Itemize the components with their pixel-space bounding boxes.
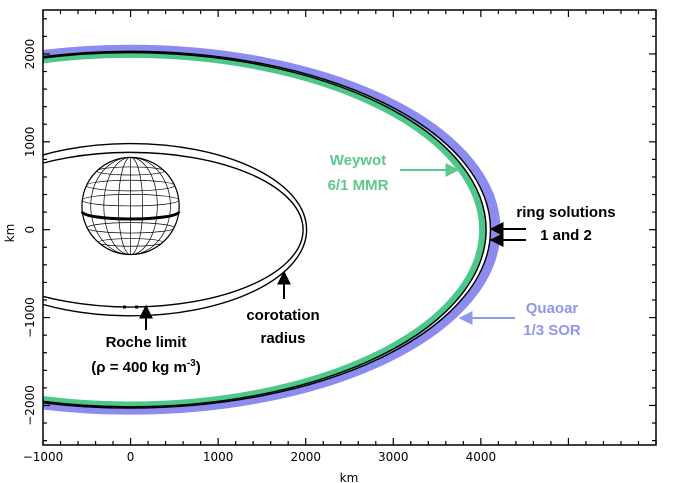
x-tick-label: 0 — [127, 450, 135, 464]
roche-limit-markers — [122, 305, 139, 309]
quaoar-sor-annotation: Quaoar 1/3 SOR — [458, 300, 581, 339]
roche-marker-2 — [135, 305, 139, 309]
weywot-label-line1: Weywot — [330, 152, 386, 169]
globe-parallel — [86, 222, 175, 234]
ring-solution-1 — [43, 50, 492, 409]
x-tick-label: 3000 — [378, 450, 409, 464]
roche-label-line1: Roche limit — [106, 334, 187, 351]
quaoar-label-line1: Quaoar — [526, 300, 579, 317]
roche-annotation: Roche limit (ρ = 400 kg m-3) — [91, 304, 201, 376]
quaoar-label-line2: 1/3 SOR — [523, 322, 581, 339]
corotation-annotation: corotation radius — [246, 270, 320, 347]
quaoar-globe — [80, 156, 181, 256]
roche-limit-ring — [43, 151, 304, 308]
roche-label-line2: (ρ = 400 kg m-3) — [91, 358, 200, 376]
y-tick-label: −2000 — [23, 385, 37, 426]
x-tick-label: 4000 — [466, 450, 497, 464]
roche-label-line2-suffix: ) — [196, 359, 201, 376]
globe-parallel — [81, 193, 180, 207]
ring-solutions-label-line2: 1 and 2 — [540, 227, 592, 244]
y-tick-label: 2000 — [23, 39, 37, 70]
corotation-label-line2: radius — [260, 330, 305, 347]
plot-frame — [42, 9, 657, 446]
y-tick-label: −1000 — [23, 297, 37, 338]
x-axis-label: km — [340, 471, 359, 483]
x-tick-label: 1000 — [203, 450, 234, 464]
globe-equator — [80, 211, 181, 221]
ring-solution-2 — [43, 51, 487, 408]
corotation-label-line1: corotation — [246, 307, 319, 324]
globe-parallel — [98, 238, 164, 247]
x-tick-label: 2000 — [290, 450, 321, 464]
y-tick-label: 0 — [23, 226, 37, 234]
weywot-annotation: Weywot 6/1 MMR — [328, 152, 460, 194]
weywot-mmr-band — [43, 50, 487, 409]
globe-parallel — [96, 166, 165, 176]
roche-label-line2-prefix: (ρ = 400 kg m — [91, 359, 187, 376]
y-axis-label: km — [3, 224, 17, 243]
x-tick-label: −1000 — [23, 450, 64, 464]
weywot-label-line2: 6/1 MMR — [328, 177, 389, 194]
ring-solutions-label-line1: ring solutions — [516, 204, 615, 221]
roche-label-exponent: -3 — [187, 358, 196, 369]
quaoar-sor-band — [43, 44, 501, 415]
plot-area — [43, 44, 501, 415]
ring-solutions-annotation: ring solutions 1 and 2 — [489, 204, 616, 247]
axis-tick-labels: −1000 0 1000 2000 3000 4000 2000 1000 0 −1000 −200… — [23, 39, 496, 464]
globe-parallel — [86, 179, 176, 192]
roche-marker-1 — [122, 305, 126, 309]
axis-ticks — [42, 10, 657, 445]
corotation-ring — [43, 142, 308, 317]
y-tick-label: 1000 — [23, 127, 37, 158]
